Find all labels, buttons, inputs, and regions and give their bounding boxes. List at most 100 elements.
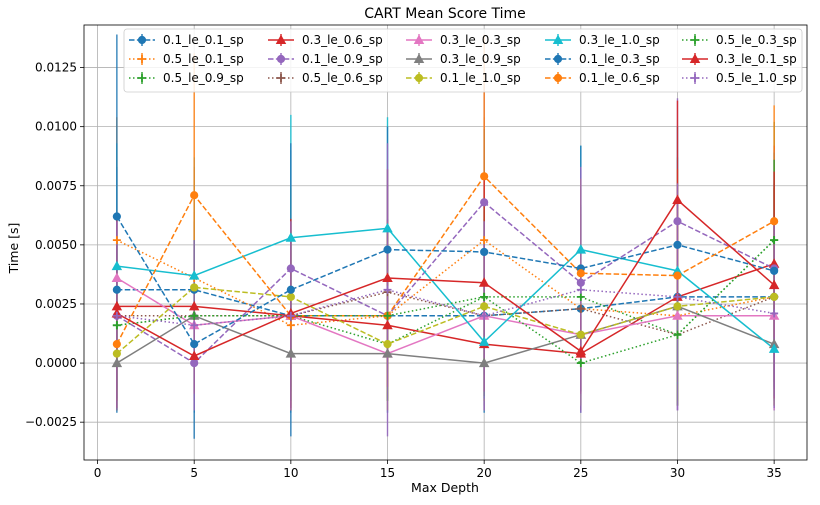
series-line-0.5_le_1.0_sp xyxy=(116,289,775,326)
legend-swatch-marker xyxy=(691,36,699,44)
legend-label: 0.1_le_0.6_sp xyxy=(579,71,660,85)
data-point xyxy=(112,212,121,221)
data-point xyxy=(112,236,121,245)
data-point xyxy=(286,321,295,330)
legend-label: 0.5_le_1.0_sp xyxy=(716,71,797,85)
data-point xyxy=(480,302,489,311)
legend-label: 0.5_le_0.9_sp xyxy=(163,71,244,85)
data-point xyxy=(112,285,121,294)
series-line-0.3_le_0.1_sp xyxy=(116,198,775,357)
legend: 0.1_le_0.1_sp 0.5_le_0.1_sp 0.5_le_0.9_sp 0… xyxy=(123,28,803,93)
data-point xyxy=(770,266,779,275)
legend-swatch-marker xyxy=(277,74,285,82)
series-line-0.5_le_0.3_sp xyxy=(116,239,775,364)
x-tick-label: 15 xyxy=(380,466,395,480)
data-point xyxy=(768,279,780,290)
data-point xyxy=(672,194,683,204)
legend-label: 0.5_le_0.1_sp xyxy=(163,52,244,66)
data-point xyxy=(190,283,199,292)
legend-label: 0.3_le_0.1_sp xyxy=(716,52,797,66)
data-point xyxy=(576,269,585,278)
legend-label: 0.3_le_1.0_sp xyxy=(579,33,660,47)
data-point xyxy=(673,302,682,311)
data-point xyxy=(480,292,489,301)
data-point xyxy=(770,309,779,318)
legend-swatch-marker xyxy=(138,55,146,63)
legend-swatch-marker xyxy=(414,73,424,83)
legend-swatch-marker xyxy=(552,34,564,45)
data-point xyxy=(770,217,779,226)
data-point xyxy=(575,345,587,356)
series-line-0.1_le_0.3_sp xyxy=(116,216,775,346)
x-tick-label: 0 xyxy=(94,466,102,480)
data-point xyxy=(383,340,392,349)
legend-label: 0.1_le_1.0_sp xyxy=(440,71,521,85)
data-point xyxy=(383,285,392,294)
y-tick-label: 0.0075 xyxy=(35,179,77,193)
y-tick-label: 0.0000 xyxy=(35,356,77,370)
data-point xyxy=(480,172,489,181)
x-tick-label: 30 xyxy=(670,466,685,480)
data-point xyxy=(673,292,682,301)
series-line-0.3_le_1.0_sp xyxy=(116,227,775,350)
data-point xyxy=(770,292,779,301)
legend-label: 0.1_le_0.3_sp xyxy=(579,52,660,66)
data-point xyxy=(285,348,297,358)
data-point xyxy=(111,272,123,282)
data-point xyxy=(112,321,121,330)
data-point xyxy=(285,232,297,242)
x-axis-label: Max Depth xyxy=(411,480,479,495)
data-point xyxy=(112,349,121,358)
data-point xyxy=(190,191,199,200)
legend-label: 0.3_le_0.9_sp xyxy=(440,52,521,66)
series-lines xyxy=(116,175,775,365)
series-line-0.1_le_0.9_sp xyxy=(116,201,775,365)
series-line-0.3_le_0.3_sp xyxy=(116,277,775,355)
data-point xyxy=(286,292,295,301)
data-point xyxy=(188,300,200,311)
legend-label: 0.5_le_0.3_sp xyxy=(716,33,797,47)
legend-swatch-marker xyxy=(553,54,563,64)
legend-swatch-marker xyxy=(689,53,701,64)
legend-swatch-marker xyxy=(275,34,287,45)
data-point xyxy=(112,340,121,349)
legend-swatch-marker xyxy=(137,35,147,45)
data-point xyxy=(770,236,779,245)
legend-swatch-marker xyxy=(276,54,286,64)
data-point xyxy=(188,270,200,280)
error-bars xyxy=(116,34,775,439)
data-point xyxy=(576,292,585,301)
data-point xyxy=(576,304,585,313)
data-point xyxy=(480,247,489,257)
y-tick-label: 0.0125 xyxy=(35,61,77,75)
y-tick-label: 0.0100 xyxy=(35,120,77,134)
data-point xyxy=(382,319,393,330)
x-tick-label: 25 xyxy=(573,466,588,480)
data-point xyxy=(673,330,682,339)
legend-swatch-marker xyxy=(138,74,146,82)
data-point xyxy=(576,359,585,368)
series-line-0.1_le_0.6_sp xyxy=(116,175,775,345)
legend-label: 0.1_le_0.1_sp xyxy=(163,33,244,47)
data-point xyxy=(575,244,587,254)
data-point xyxy=(480,236,489,245)
data-point xyxy=(383,311,392,320)
data-point xyxy=(286,311,295,320)
series-line-0.1_le_0.1_sp xyxy=(116,289,775,317)
data-point xyxy=(576,285,585,294)
y-tick-label: 0.0025 xyxy=(35,297,77,311)
data-point xyxy=(112,311,121,320)
data-point xyxy=(111,357,123,368)
x-tick-label: 20 xyxy=(477,466,492,480)
data-point xyxy=(768,343,780,353)
y-axis-label: Time [s] xyxy=(6,223,21,275)
data-point xyxy=(480,311,489,320)
data-point xyxy=(190,358,199,368)
data-point xyxy=(190,340,199,349)
data-point xyxy=(672,310,683,320)
x-tick-label: 10 xyxy=(283,466,298,480)
data-point xyxy=(576,330,585,339)
data-point xyxy=(478,357,490,368)
legend-label: 0.3_le_0.3_sp xyxy=(440,33,521,47)
data-point xyxy=(190,311,199,320)
